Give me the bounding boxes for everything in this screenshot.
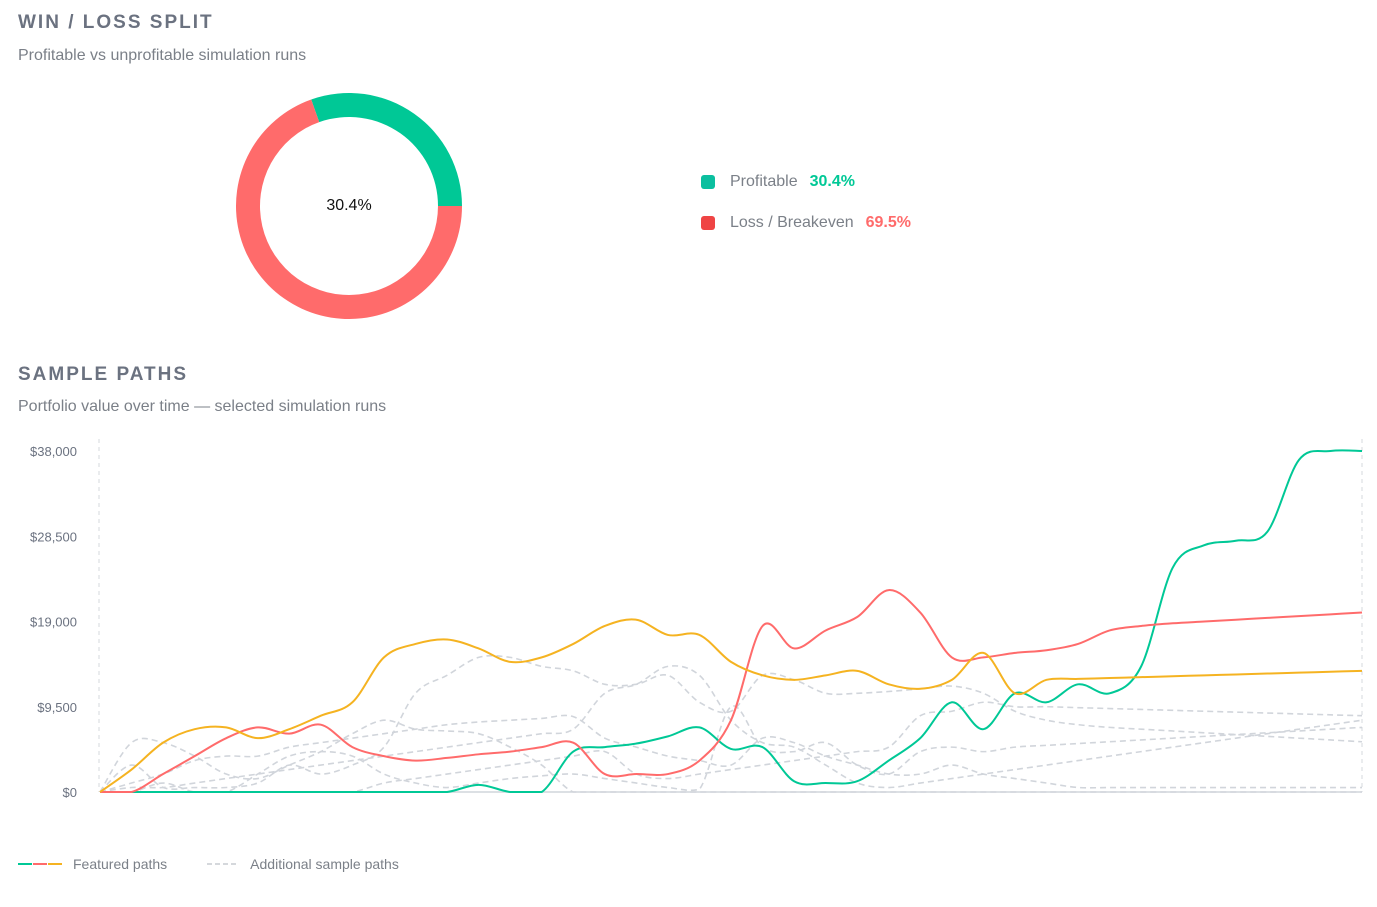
win-loss-subtitle: Profitable vs unprofitable simulation ru… <box>18 47 307 64</box>
y-tick-label: $38,000 <box>30 444 77 459</box>
legend-label-profitable: Profitable <box>730 173 798 190</box>
paths-legend: Featured paths Additional sample paths <box>18 856 439 872</box>
y-tick-label: $0 <box>63 785 77 800</box>
legend-label-loss: Loss / Breakeven <box>730 214 854 231</box>
additional-paths-legend-icon <box>207 863 240 865</box>
featured-series <box>99 449 1363 793</box>
series-line-5 <box>99 714 1362 793</box>
legend-featured-paths: Featured paths <box>18 856 167 872</box>
sample-paths-line-chart: $0 $9,500 $19,000 $28,500 $38,000 <box>30 439 1363 800</box>
legend-swatch-profitable <box>701 175 715 189</box>
legend-value-loss: 69.5% <box>865 214 911 231</box>
series-line-6 <box>99 654 1363 793</box>
legend-item-loss: Loss / Breakeven 69.5% <box>701 214 911 232</box>
legend-value-profitable: 30.4% <box>809 173 855 190</box>
donut-center-label: 30.4% <box>326 197 372 214</box>
legend-additional-paths: Additional sample paths <box>207 856 399 872</box>
series-line-9 <box>99 701 1363 793</box>
chart-gridlines <box>98 439 1363 793</box>
y-axis-ticks: $0 $9,500 $19,000 $28,500 $38,000 <box>30 444 77 800</box>
win-loss-title: WIN / LOSS SPLIT <box>18 12 214 33</box>
donut-slice-profitable <box>311 93 462 206</box>
series-line-4 <box>99 719 1362 793</box>
y-tick-label: $28,500 <box>30 529 77 544</box>
series-line-3 <box>99 618 1363 793</box>
legend-item-profitable: Profitable 30.4% <box>701 173 855 191</box>
y-tick-label: $19,000 <box>30 615 77 630</box>
series-line-8 <box>99 705 1363 793</box>
featured-paths-legend-icon <box>18 863 62 865</box>
legend-additional-label: Additional sample paths <box>250 856 399 872</box>
donut-svg <box>236 93 462 319</box>
series-line-1 <box>99 449 1363 793</box>
win-loss-donut-chart: 30.4% <box>236 93 462 319</box>
sample-paths-title: SAMPLE PATHS <box>18 364 189 385</box>
y-tick-label: $9,500 <box>37 700 77 715</box>
legend-swatch-loss <box>701 216 715 230</box>
sample-paths-subtitle: Portfolio value over time — selected sim… <box>18 398 387 415</box>
series-line-2 <box>99 589 1363 793</box>
legend-featured-label: Featured paths <box>73 856 168 872</box>
